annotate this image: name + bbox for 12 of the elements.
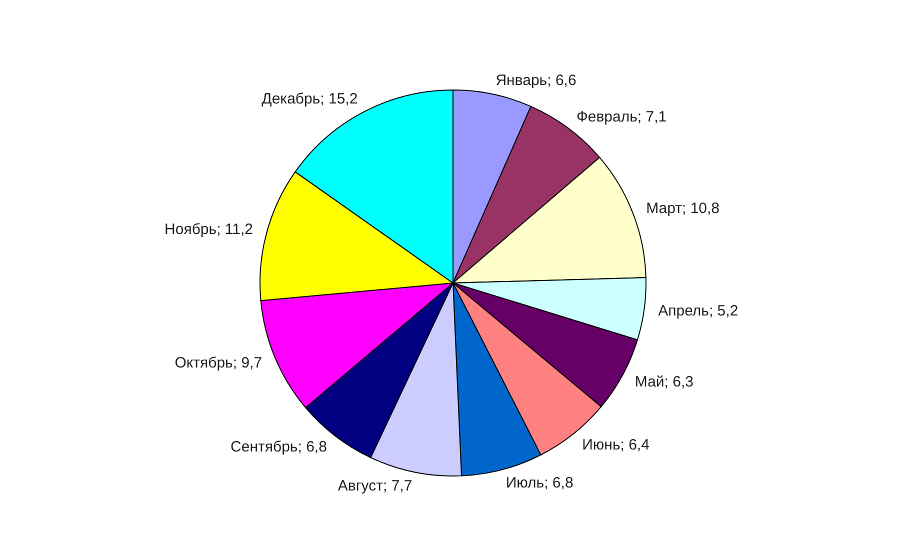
slice-label: Февраль; 7,1 xyxy=(576,108,667,126)
slice-label: Октябрь; 9,7 xyxy=(174,354,262,372)
slice-label: Ноябрь; 11,2 xyxy=(164,221,254,238)
slice-label: Январь; 6,6 xyxy=(496,72,576,89)
slice-label: Июль; 6,8 xyxy=(506,474,574,492)
slice-label: Сентябрь; 6,8 xyxy=(230,438,327,456)
slice-label: Декабрь; 15,2 xyxy=(262,90,358,108)
slice-label: Март; 10,8 xyxy=(646,200,720,217)
slice-label: Август; 7,7 xyxy=(338,477,412,494)
slice-label: Май; 6,3 xyxy=(634,373,694,390)
slice-label: Апрель; 5,2 xyxy=(658,302,738,320)
slice-label: Июнь; 6,4 xyxy=(582,436,650,454)
